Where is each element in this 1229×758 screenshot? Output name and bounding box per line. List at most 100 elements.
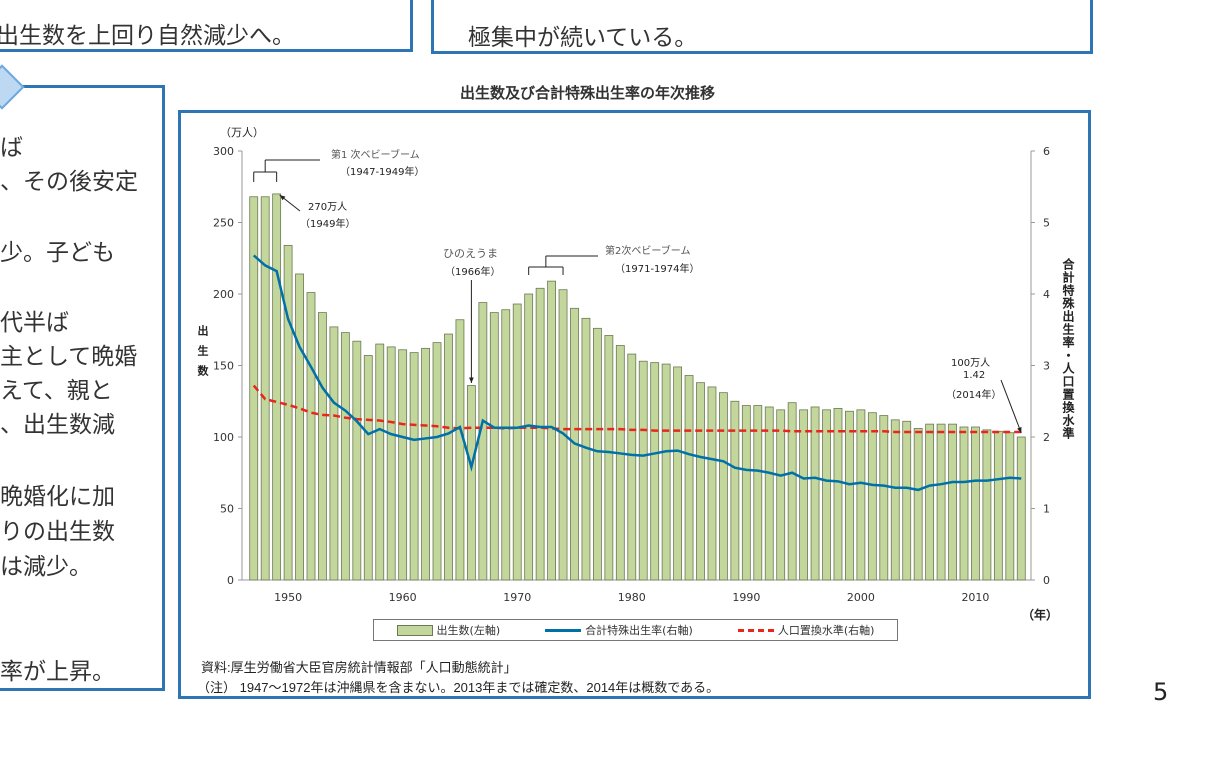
latest-arrow-head-icon bbox=[1017, 427, 1022, 433]
line-swatch-icon bbox=[545, 628, 582, 632]
hinoeuma-year: （1966年） bbox=[445, 267, 501, 278]
bar-births-1991 bbox=[753, 405, 763, 581]
peak-year: （1949年） bbox=[300, 219, 356, 230]
top-middle-box-text: 極集中が続いている。 bbox=[468, 25, 698, 51]
bar-births-1984 bbox=[673, 366, 683, 581]
top-middle-text-box bbox=[431, 0, 1093, 54]
top-left-text-box bbox=[0, 0, 413, 52]
bar-births-1983 bbox=[661, 363, 671, 581]
left-tick-label: 250 bbox=[213, 217, 234, 230]
bar-births-2005 bbox=[913, 428, 923, 581]
bar-births-1958 bbox=[375, 343, 385, 581]
bar-births-1977 bbox=[592, 327, 602, 581]
bar-births-1962 bbox=[421, 347, 430, 581]
bar-births-2003 bbox=[890, 419, 900, 581]
bar-births-2000 bbox=[856, 409, 866, 581]
x-axis-unit: （年） bbox=[1022, 608, 1059, 622]
dashed-line-swatch-icon bbox=[737, 628, 774, 632]
bar-births-1989 bbox=[730, 400, 740, 581]
latest-tfr: 1.42 bbox=[963, 370, 986, 381]
boom1-years: （1947-1949年） bbox=[340, 167, 425, 178]
top-left-box-text: 出生数を上回り自然減少へ。 bbox=[0, 23, 295, 49]
bar-births-1954 bbox=[329, 326, 339, 581]
left-line-6: えて、親と bbox=[0, 378, 113, 404]
bar-births-1956 bbox=[352, 340, 362, 581]
left-line-7: 、出生数減 bbox=[0, 412, 115, 438]
boom2-years: （1971-1974年） bbox=[615, 264, 700, 275]
bar-births-1985 bbox=[684, 375, 694, 581]
bar-births-1960 bbox=[398, 349, 408, 581]
bar-births-1973 bbox=[547, 280, 556, 581]
right-tick-label: 2 bbox=[1043, 431, 1050, 444]
left-line-10: は減少。 bbox=[0, 554, 92, 580]
left-tick-label: 300 bbox=[213, 145, 234, 158]
bar-births-2012 bbox=[993, 430, 1003, 581]
legend-births: 出生数(左軸) bbox=[396, 622, 500, 638]
legend-tfr: 合計特殊出生率(右軸) bbox=[545, 622, 693, 638]
x-tick-label: 1960 bbox=[389, 591, 417, 604]
chart-legend: 出生数(左軸) 合計特殊出生率(右軸) 人口置換水準(右軸) bbox=[373, 619, 898, 641]
left-line-11: 率が上昇。 bbox=[0, 659, 115, 685]
left-line-2: 、その後安定 bbox=[0, 169, 138, 195]
right-tick-label: 1 bbox=[1043, 503, 1050, 516]
left-line-5: 主として晩婚 bbox=[0, 344, 138, 370]
hinoeuma-arrow-head-icon bbox=[469, 377, 474, 383]
latest-year: （2014年） bbox=[946, 390, 1002, 401]
latest-arrow bbox=[1000, 379, 1022, 434]
bar-births-1964 bbox=[444, 333, 453, 581]
bar-births-1981 bbox=[638, 360, 648, 581]
tfr-line bbox=[252, 254, 1022, 492]
bar-births-1970 bbox=[512, 303, 522, 581]
bar-births-1995 bbox=[799, 409, 809, 581]
bar-births-2007 bbox=[936, 423, 946, 581]
source-text: 資料:厚生労働省大臣官房統計情報部「人口動態統計」 bbox=[201, 660, 517, 675]
page-number: 5 bbox=[1153, 678, 1169, 706]
bar-births-1961 bbox=[409, 352, 419, 581]
bar-births-1969 bbox=[501, 309, 511, 581]
right-tick-label: 6 bbox=[1043, 145, 1050, 158]
bar-births-2013 bbox=[1005, 432, 1015, 581]
bar-births-1988 bbox=[719, 392, 728, 581]
right-tick-label: 4 bbox=[1043, 288, 1050, 301]
left-tick-label: 200 bbox=[213, 288, 234, 301]
right-tick-label: 5 bbox=[1043, 217, 1050, 230]
left-line-8: 晩婚化に加 bbox=[0, 484, 115, 510]
left-tick-label: 100 bbox=[213, 431, 234, 444]
bar-births-2010 bbox=[971, 426, 980, 581]
bar-births-1948 bbox=[260, 196, 270, 581]
bar-births-1971 bbox=[524, 293, 534, 581]
bar-births-1992 bbox=[764, 406, 774, 581]
left-line-1: ば bbox=[0, 135, 23, 161]
left-line-3: 少。子ども bbox=[0, 240, 115, 266]
bar-births-1979 bbox=[615, 345, 625, 581]
bar-births-1950 bbox=[283, 244, 293, 581]
bar-births-1966 bbox=[466, 385, 476, 581]
left-tick-label: 150 bbox=[213, 360, 234, 373]
bar-births-1993 bbox=[776, 409, 786, 581]
bar-births-1980 bbox=[627, 353, 637, 581]
left-tick-label: 50 bbox=[220, 503, 234, 516]
bar-births-2006 bbox=[925, 423, 935, 581]
peak-arrow-head-icon bbox=[279, 195, 286, 201]
x-tick-label: 1950 bbox=[274, 591, 302, 604]
boom2-label: 第2次ベビーブーム bbox=[605, 246, 691, 257]
bar-births-1994 bbox=[787, 402, 797, 581]
bar-births-1999 bbox=[845, 410, 854, 581]
left-tick-label: 0 bbox=[227, 574, 234, 587]
x-tick-label: 1980 bbox=[618, 591, 646, 604]
bar-births-2009 bbox=[959, 426, 969, 581]
x-tick-label: 2010 bbox=[961, 591, 989, 604]
bar-births-1968 bbox=[489, 312, 499, 581]
left-text-box bbox=[0, 85, 165, 691]
note-text: （注） 1947〜1972年は沖縄県を含まない。2013年までは確定数、2014… bbox=[197, 680, 720, 695]
bar-births-2004 bbox=[902, 420, 912, 581]
peak-label: 270万人 bbox=[308, 202, 348, 213]
bar-births-1955 bbox=[340, 332, 350, 581]
bar-births-2002 bbox=[879, 415, 889, 581]
bar-births-1998 bbox=[833, 407, 843, 581]
bar-births-1982 bbox=[650, 362, 660, 581]
left-axis-unit: （万人） bbox=[220, 126, 264, 139]
right-tick-label: 0 bbox=[1043, 574, 1050, 587]
bar-births-1951 bbox=[295, 273, 304, 581]
x-tick-label: 1970 bbox=[503, 591, 531, 604]
